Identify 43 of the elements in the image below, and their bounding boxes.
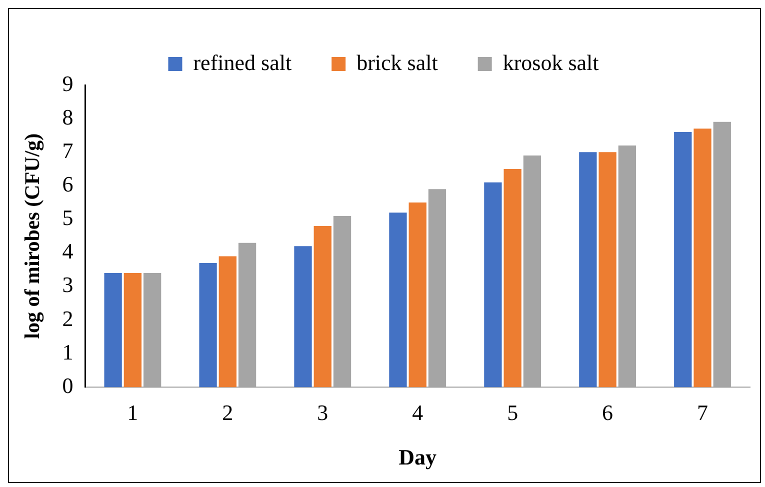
y-tick-label: 2 xyxy=(62,306,74,331)
x-tick-label: 2 xyxy=(222,400,234,426)
bar xyxy=(504,168,522,388)
x-tick-label: 4 xyxy=(412,400,424,426)
x-axis-title: Day xyxy=(398,444,437,470)
x-tick-label: 7 xyxy=(697,400,708,426)
y-tick-label: 7 xyxy=(62,138,74,163)
y-tick-label: 8 xyxy=(62,104,74,130)
bar xyxy=(333,216,352,388)
bar xyxy=(218,256,236,388)
bar xyxy=(104,273,122,388)
legend-label: krosok salt xyxy=(502,50,599,75)
bar xyxy=(598,152,616,388)
bar xyxy=(428,189,446,388)
x-tick-label: 6 xyxy=(602,400,614,426)
bar xyxy=(523,156,542,388)
bar xyxy=(674,132,692,388)
bar xyxy=(238,242,256,388)
y-tick-label: 3 xyxy=(62,272,74,298)
bar xyxy=(199,262,217,388)
y-tick-label: 1 xyxy=(62,339,74,364)
y-tick-label: 9 xyxy=(62,70,74,96)
bar xyxy=(408,202,426,388)
y-tick-label: 0 xyxy=(62,372,74,398)
bar xyxy=(694,128,712,388)
bar xyxy=(713,122,731,388)
x-tick-label: 5 xyxy=(507,400,518,426)
legend-label: brick salt xyxy=(356,50,438,75)
bar xyxy=(484,182,502,388)
y-tick-label: 5 xyxy=(62,205,74,230)
legend-label: refined salt xyxy=(193,50,292,75)
x-tick-label: 3 xyxy=(317,400,328,426)
bar xyxy=(143,273,162,388)
bar xyxy=(294,246,312,388)
bar xyxy=(314,226,332,388)
bar xyxy=(579,152,597,388)
bar xyxy=(389,212,407,388)
bar xyxy=(124,273,142,388)
y-axis-title: log of mirobes (CFU/g) xyxy=(20,133,44,339)
y-tick-label: 4 xyxy=(62,238,74,264)
bar xyxy=(618,145,636,388)
y-tick-label: 6 xyxy=(62,172,74,197)
x-tick-label: 1 xyxy=(127,400,138,426)
